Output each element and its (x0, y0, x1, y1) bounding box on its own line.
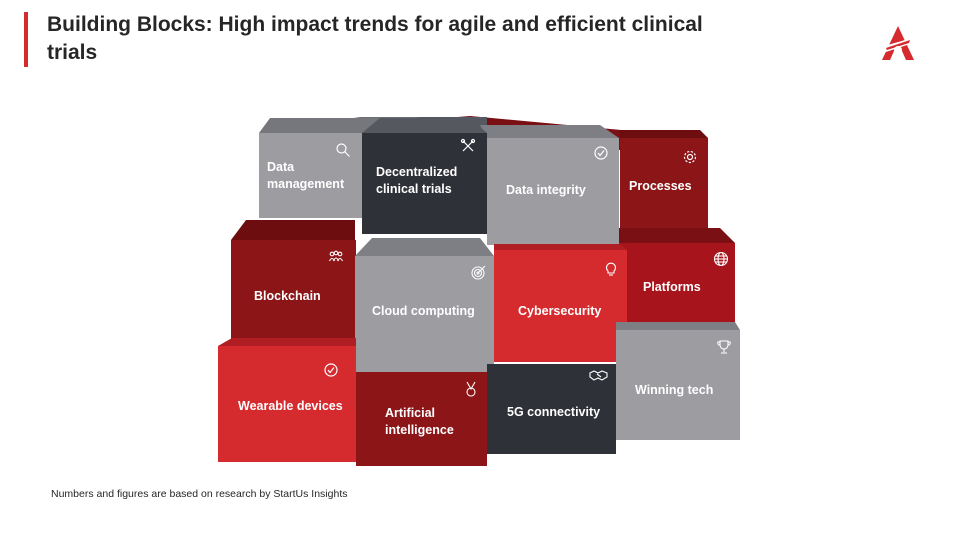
block-label-cybersecurity: Cybersecurity (518, 304, 602, 318)
block-label-platforms: Platforms (643, 280, 701, 294)
block-wearable-devices (218, 346, 356, 462)
title-accent-bar (24, 12, 28, 67)
block-data-management (259, 133, 362, 218)
block-label-blockchain: Blockchain (254, 289, 321, 303)
block-label-wearable-devices: Wearable devices (238, 399, 343, 413)
block-artificial-intelligence (356, 372, 487, 466)
magnifier-icon (335, 142, 351, 158)
medal-icon (463, 381, 479, 397)
block-processes (620, 138, 708, 240)
check-circle-icon (593, 145, 609, 161)
gear-icon (682, 149, 698, 165)
block-winning-tech (616, 330, 740, 440)
lightbulb-icon (603, 261, 619, 277)
block-5g-connectivity (487, 364, 616, 454)
startus-logo-icon (882, 26, 914, 60)
block-label-data-management: Data management (267, 160, 345, 191)
footnote: Numbers and figures are based on researc… (51, 488, 348, 500)
block-label-winning-tech: Winning tech (635, 383, 714, 397)
handshake-icon (589, 367, 608, 383)
block-data-integrity (487, 138, 619, 245)
block-platforms (619, 243, 735, 328)
block-label-5g-connectivity: 5G connectivity (507, 405, 601, 419)
tools-icon (460, 138, 476, 154)
block-decentralized-clinical-trials (362, 133, 487, 234)
block-label-cloud-computing: Cloud computing (372, 304, 475, 318)
block-cloud-computing (355, 256, 494, 372)
block-label-processes: Processes (629, 179, 692, 193)
page-title: Building Blocks: High impact trends for … (47, 13, 703, 64)
globe-icon (713, 251, 729, 267)
block-blockchain (231, 240, 356, 340)
trophy-icon (716, 339, 732, 355)
block-label-artificial-intelligence: Artificial intelligence (385, 406, 454, 437)
check-circle-icon (323, 362, 339, 378)
block-cybersecurity (494, 250, 627, 362)
target-icon (471, 264, 487, 280)
block-label-decentralized-clinical-trials: Decentralized clinical trials (376, 165, 458, 196)
people-icon (328, 249, 344, 265)
block-label-data-integrity: Data integrity (506, 183, 586, 197)
